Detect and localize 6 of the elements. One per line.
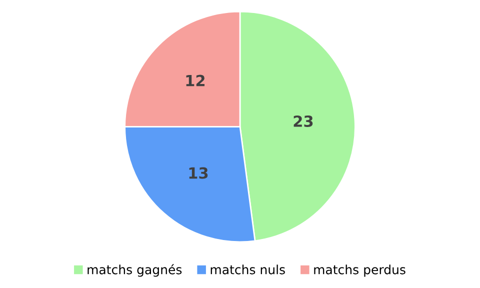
data-label: 13 [189,167,208,179]
data-label: 23 [294,115,313,128]
legend-label: matchs perdus [314,264,406,277]
data-label: 12 [186,74,204,86]
legend-label: matchs nuls [210,264,285,274]
legend-label: matchs gagnés [88,264,182,277]
